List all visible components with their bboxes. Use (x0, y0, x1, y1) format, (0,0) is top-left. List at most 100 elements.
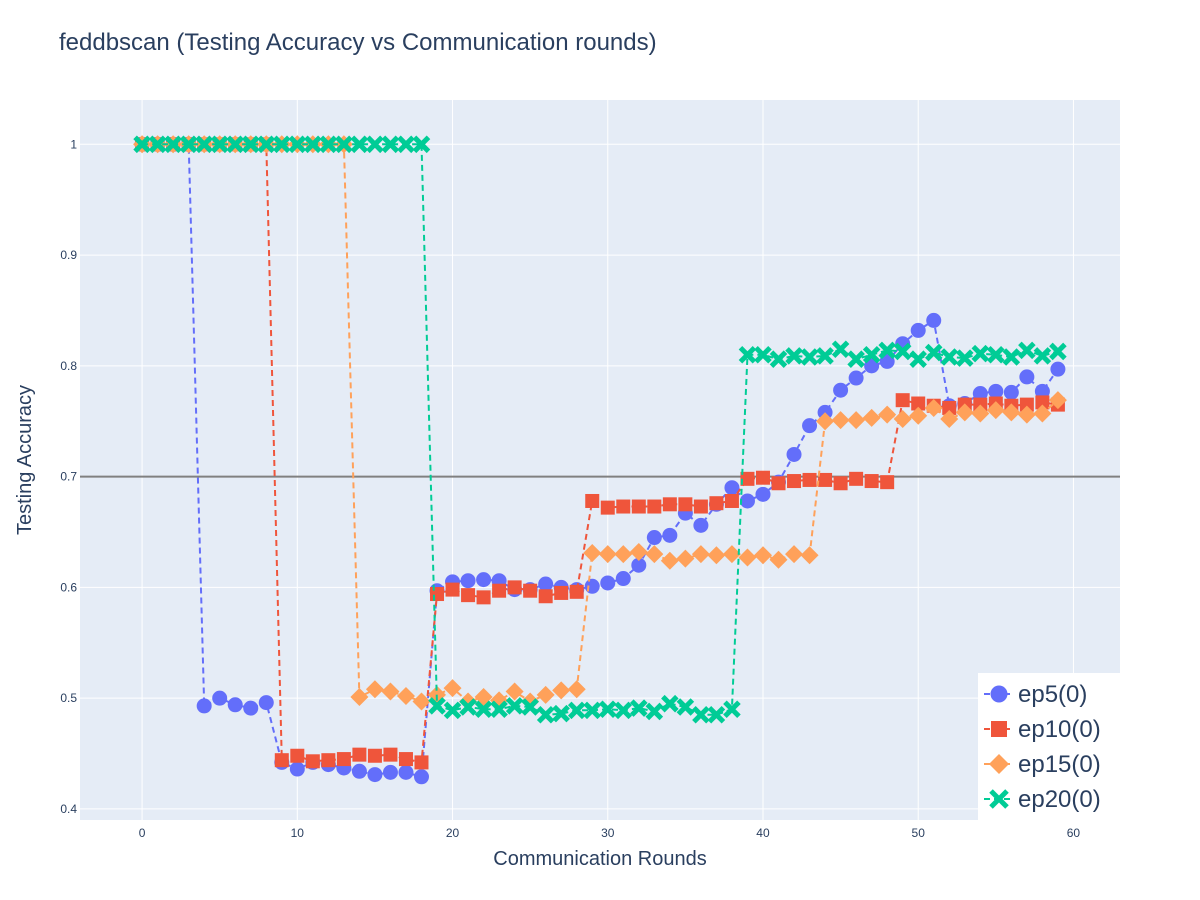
data-point (383, 747, 398, 762)
y-tick-label: 0.7 (60, 470, 77, 484)
data-point (739, 493, 755, 509)
legend-item[interactable]: ep10(0) (984, 716, 1101, 743)
data-point (273, 135, 291, 154)
data-point (538, 576, 554, 592)
data-point (567, 680, 586, 699)
data-point (476, 572, 492, 588)
data-point (909, 406, 928, 425)
data-point (195, 135, 213, 154)
data-point (988, 383, 1004, 399)
data-point (816, 347, 834, 365)
data-point (1019, 397, 1034, 412)
data-point (848, 370, 864, 386)
data-point (598, 545, 617, 564)
data-point (583, 544, 602, 563)
data-point (787, 474, 802, 489)
data-point (630, 699, 648, 717)
data-point (366, 135, 384, 154)
data-point (910, 322, 926, 338)
x-tick-label: 40 (756, 826, 770, 840)
legend-item[interactable]: ep20(0) (984, 786, 1101, 813)
data-point (693, 499, 708, 514)
data-point (738, 548, 757, 567)
data-point (645, 702, 664, 721)
data-point (662, 497, 677, 512)
data-point (430, 587, 445, 602)
data-point (676, 549, 695, 568)
data-point (367, 748, 382, 763)
x-tick-label: 30 (601, 826, 615, 840)
data-point (398, 752, 413, 767)
data-point (722, 545, 741, 564)
data-point (490, 700, 508, 718)
data-point (893, 342, 912, 361)
data-point (849, 471, 864, 486)
x-tick-label: 0 (139, 826, 146, 840)
data-point (676, 698, 695, 716)
data-point (538, 589, 553, 604)
data-point (629, 542, 648, 561)
data-point (352, 747, 367, 762)
data-point (940, 410, 959, 429)
tick-labels: 0 10 20 30 40 50 60 0.4 0.5 0.6 0.7 0.8 0.9 1 (60, 137, 1080, 840)
data-point (614, 545, 633, 564)
data-point (631, 557, 647, 573)
data-point (258, 695, 274, 711)
data-point (753, 546, 772, 565)
data-point (740, 471, 755, 486)
data-point (474, 700, 493, 718)
legend-label: ep20(0) (1018, 786, 1101, 813)
data-point (584, 578, 600, 594)
legend-item[interactable]: ep5(0) (984, 681, 1087, 708)
data-point (802, 472, 817, 487)
data-point (367, 767, 383, 783)
data-point (335, 135, 353, 154)
data-point (382, 764, 398, 780)
data-point (1034, 383, 1050, 399)
y-tick-label: 1 (70, 137, 77, 151)
data-point (1003, 384, 1019, 400)
data-point (1019, 369, 1035, 385)
data-point (492, 583, 507, 598)
x-tick-label: 20 (446, 826, 460, 840)
data-point (645, 545, 664, 564)
data-point (164, 135, 182, 154)
data-point (443, 701, 462, 720)
data-point (365, 680, 384, 699)
data-point (615, 571, 631, 587)
data-point (956, 349, 974, 367)
data-point (800, 348, 819, 366)
data-point (381, 135, 400, 154)
data-point (940, 348, 959, 366)
data-point (227, 697, 243, 713)
data-point (585, 493, 600, 508)
legend-label: ep5(0) (1018, 681, 1087, 708)
legend-item[interactable]: ep15(0) (984, 751, 1101, 778)
data-point (661, 694, 679, 713)
data-point (879, 353, 895, 369)
data-point (987, 346, 1005, 364)
data-point (398, 764, 414, 780)
data-point (1002, 403, 1021, 422)
data-point (864, 358, 880, 374)
data-point (755, 486, 771, 502)
data-point (878, 405, 897, 424)
data-point (771, 476, 786, 491)
data-point (505, 697, 524, 715)
data-point (428, 697, 446, 715)
data-point (396, 686, 415, 705)
data-point (412, 692, 431, 711)
data-point (397, 135, 415, 154)
data-point (350, 135, 369, 154)
data-point (413, 769, 429, 785)
data-point (631, 499, 646, 514)
data-point (351, 763, 367, 779)
data-point (305, 754, 320, 769)
data-point (1033, 404, 1052, 423)
data-point (691, 545, 710, 564)
data-point (1050, 361, 1066, 377)
data-point (336, 752, 351, 767)
data-point (724, 493, 739, 508)
data-point (864, 474, 879, 489)
plot-area (80, 100, 1120, 820)
